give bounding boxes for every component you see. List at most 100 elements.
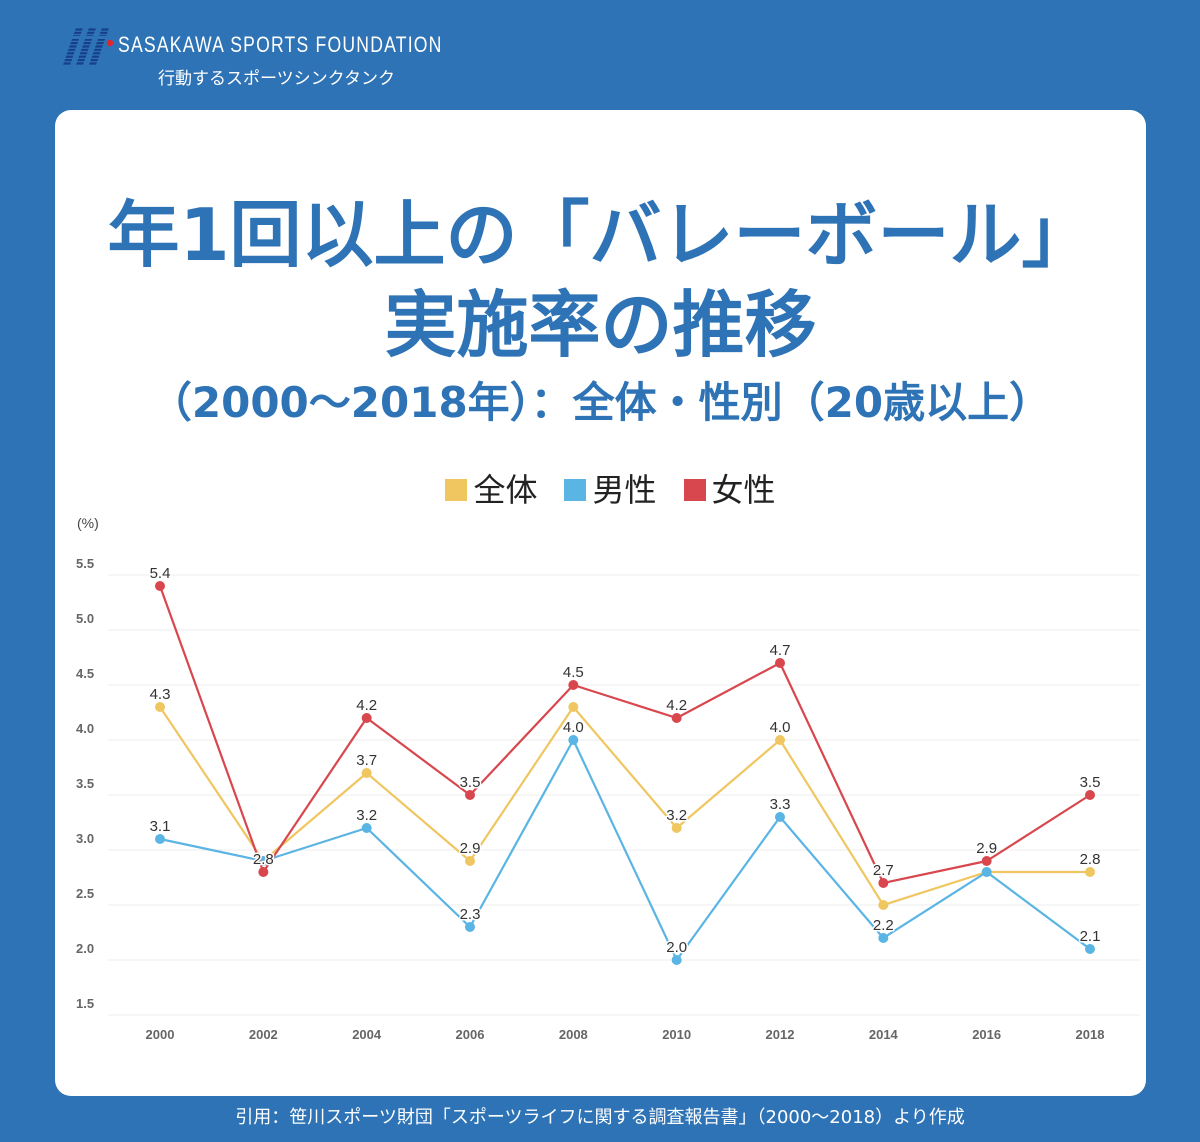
data-label-overall: 4.3 <box>150 686 171 703</box>
data-point-female <box>775 658 785 668</box>
series-group <box>155 581 1095 965</box>
data-point-male <box>361 823 372 833</box>
brand-tagline: 行動するスポーツシンクタンク <box>158 69 395 89</box>
data-point-overall <box>465 856 475 866</box>
data-label-male: 3.3 <box>770 796 791 813</box>
y-tick-label: 5.0 <box>76 611 94 626</box>
y-tick-label: 4.5 <box>76 666 94 681</box>
x-tick-label: 2014 <box>869 1027 899 1042</box>
data-label-female: 2.8 <box>253 851 274 868</box>
chart-panel: 年1回以上の「バレーボール」 実施率の推移 （2000～2018年）：全体・性別… <box>55 110 1146 1096</box>
x-tick-label: 2018 <box>1076 1027 1105 1042</box>
series-line-male <box>159 738 1091 962</box>
logo-stripe-mark <box>86 28 96 36</box>
line-chart: (%) 5.5 5.0 4.5 4.0 3.5 3.0 2.5 2.0 1.5 2000 2002 20… <box>76 515 1140 1042</box>
data-label-male: 2.3 <box>460 906 481 923</box>
logo-stripe-mark <box>89 39 105 65</box>
data-point-overall <box>671 823 682 833</box>
data-label-female: 4.2 <box>356 697 377 714</box>
data-label-female: 2.7 <box>873 862 894 879</box>
chart-title-line-1: 年1回以上の「バレーボール」 <box>107 193 1094 277</box>
data-point-male <box>155 834 165 844</box>
data-point-female <box>155 581 165 591</box>
y-tick-label: 2.5 <box>76 886 94 901</box>
data-point-female <box>568 680 579 690</box>
source-caption: 引用：笹川スポーツ財団「スポーツライフに関する調査報告書」（2000～2018）… <box>235 1107 965 1128</box>
x-tick-label: 2010 <box>662 1027 691 1042</box>
data-label-female: 4.2 <box>666 697 687 714</box>
y-tick-label: 3.5 <box>76 776 94 791</box>
data-label-male: 3.1 <box>150 818 171 835</box>
y-tick-label: 3.0 <box>76 831 94 846</box>
data-point-overall <box>361 768 372 778</box>
logo-stripe-mark <box>99 28 109 36</box>
chart-subtitle: （2000～2018年）：全体・性別（20歳以上） <box>149 378 1052 427</box>
x-tick-label: 2000 <box>146 1027 175 1042</box>
series-line-female <box>158 585 1091 885</box>
series-line-overall <box>159 705 1090 907</box>
data-point-male <box>671 955 682 965</box>
data-label-overall: 3.7 <box>356 752 377 769</box>
series-overall <box>155 702 1095 910</box>
data-point-male <box>981 867 992 877</box>
data-point-male <box>465 922 475 932</box>
data-labels: 4.3 3.7 2.9 3.2 4.0 2.8 3.1 3.2 2.3 4.0 2.0 3.3 2.2 2… <box>148 564 1102 958</box>
data-point-female <box>1085 790 1095 800</box>
y-axis: (%) 5.5 5.0 4.5 4.0 3.5 3.0 2.5 2.0 1.5 <box>76 515 99 1011</box>
data-label-female: 4.5 <box>563 664 584 681</box>
data-label-overall: 2.8 <box>1080 851 1101 868</box>
data-label-female: 3.5 <box>1080 774 1101 791</box>
data-point-male <box>568 735 579 745</box>
y-axis-unit-label: (%) <box>77 515 99 531</box>
data-point-male <box>1085 944 1095 954</box>
y-tick-label: 1.5 <box>76 996 94 1011</box>
legend-swatch-female <box>683 479 706 501</box>
x-tick-label: 2008 <box>559 1027 588 1042</box>
data-point-female <box>671 713 682 723</box>
data-label-overall: 3.2 <box>666 807 687 824</box>
legend-item-male: 男性 <box>564 470 657 510</box>
series-female <box>155 581 1095 888</box>
legend-swatch-overall <box>445 479 468 501</box>
y-tick-label: 5.5 <box>76 556 94 571</box>
brand-name: SASAKAWA SPORTS FOUNDATION <box>118 32 443 57</box>
y-tick-label: 2.0 <box>76 941 94 956</box>
data-label-overall: 2.9 <box>460 840 481 857</box>
x-tick-label: 2002 <box>249 1027 278 1042</box>
legend-label-female: 女性 <box>711 471 776 509</box>
x-tick-label: 2016 <box>972 1027 1001 1042</box>
data-point-male <box>878 933 889 943</box>
x-tick-label: 2012 <box>766 1027 795 1042</box>
x-axis: 2000 2002 2004 2006 2008 2010 2012 2014 2016 2018 <box>146 1027 1105 1042</box>
legend-swatch-male <box>564 479 587 501</box>
x-tick-label: 2004 <box>352 1027 382 1042</box>
legend-label-overall: 全体 <box>473 471 538 509</box>
data-label-overall: 4.0 <box>770 719 791 736</box>
data-label-male: 4.0 <box>563 719 584 736</box>
chart-legend: 全体 男性 女性 <box>55 470 1146 510</box>
data-label-male: 2.0 <box>666 939 687 956</box>
data-point-female <box>258 867 269 877</box>
y-tick-label: 4.0 <box>76 721 94 736</box>
logo-stripe-mark <box>73 28 83 36</box>
legend-item-female: 女性 <box>683 470 776 510</box>
data-point-overall <box>155 702 165 712</box>
logo-stripe-mark <box>76 39 92 65</box>
logo-stripe-mark <box>63 39 79 65</box>
gridlines <box>108 574 1140 1016</box>
data-point-overall <box>878 900 889 910</box>
data-point-male <box>775 812 785 822</box>
data-point-overall <box>775 735 785 745</box>
legend-item-overall: 全体 <box>445 470 537 510</box>
data-label-female: 4.7 <box>770 642 791 659</box>
data-label-female: 3.5 <box>460 774 481 791</box>
data-point-female <box>878 878 889 888</box>
logo-red-dot <box>106 39 114 47</box>
data-point-overall <box>568 702 579 712</box>
data-point-female <box>361 713 372 723</box>
data-label-female: 2.9 <box>976 840 997 857</box>
data-label-female: 5.4 <box>150 565 171 582</box>
sasakawa-logo-icon <box>63 28 114 65</box>
data-label-male: 3.2 <box>356 807 377 824</box>
